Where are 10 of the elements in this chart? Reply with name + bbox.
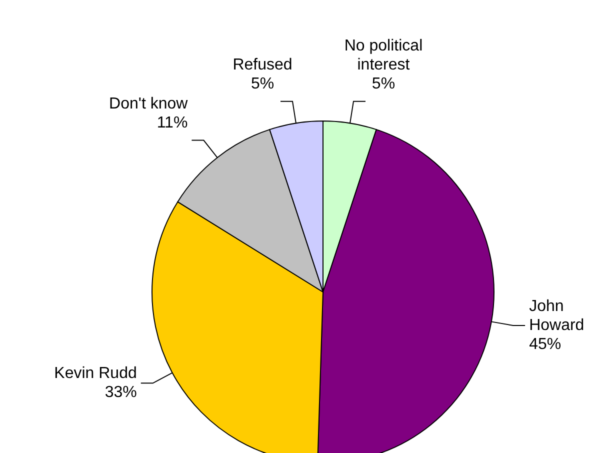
data-label: 11% xyxy=(156,114,188,132)
slice-label: Don't know xyxy=(109,95,188,112)
slice-label: Refused xyxy=(232,56,292,74)
data-label: 33% xyxy=(104,384,137,402)
slice-label: John Howard xyxy=(529,298,584,334)
slice-label: No political interest xyxy=(344,37,423,74)
data-label: 5% xyxy=(250,75,274,92)
data-label: 45% xyxy=(529,336,562,354)
slice-label: Kevin Rudd xyxy=(54,365,137,382)
data-label: 5% xyxy=(372,75,396,92)
